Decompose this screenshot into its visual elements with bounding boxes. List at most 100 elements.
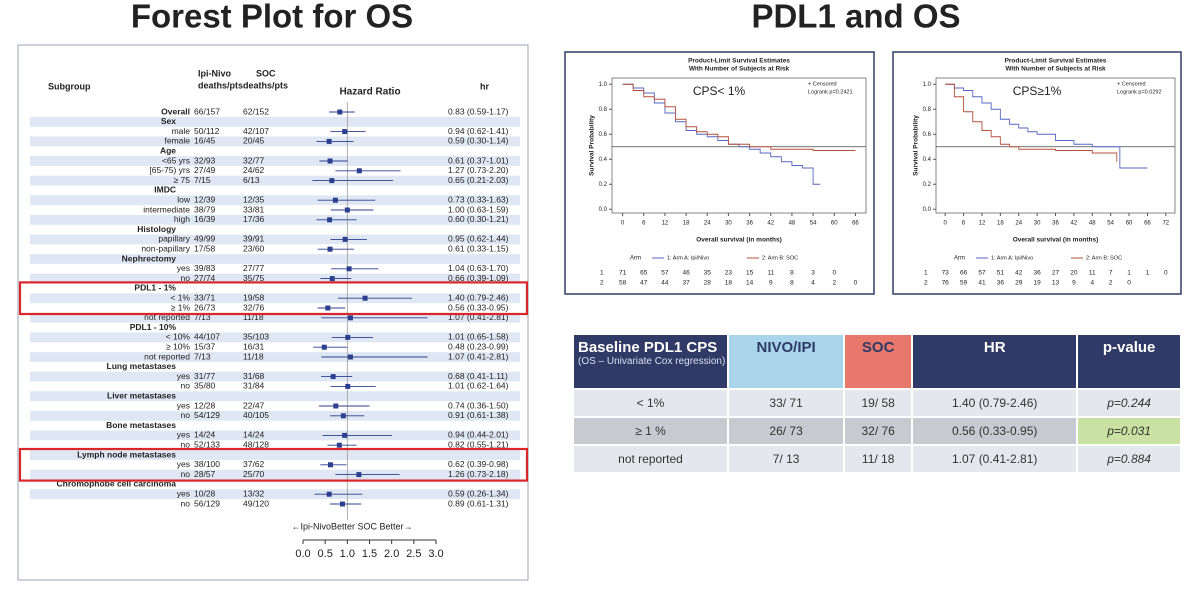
row-band [30, 116, 520, 127]
soc-count: 24/62 [243, 165, 265, 175]
x-axis-title: Overall survival (in months) [696, 237, 782, 244]
hr-label: 0.74 (0.36-1.50) [448, 400, 509, 410]
y-tick-label: 0.0 [599, 207, 608, 213]
at-risk-count: 41 [978, 280, 986, 287]
subgroup-header: Sex [161, 116, 176, 126]
hr-label: 1.40 (0.79-2.46) [448, 292, 509, 302]
hazard-ratio-point [327, 158, 333, 164]
at-risk-count: 29 [1015, 280, 1023, 287]
subgroup-label: no [181, 273, 191, 283]
soc-count: 48/128 [243, 439, 269, 449]
row-band [30, 234, 520, 245]
at-risk-count: 42 [1015, 270, 1023, 277]
header-text: Baseline PDL1 CPS [578, 339, 718, 356]
soc-count: 31/84 [243, 381, 265, 391]
subgroup-header: Bone metastases [106, 420, 176, 430]
soc-count: 12/35 [243, 194, 265, 204]
subgroup-header: PDL1 - 1% [134, 283, 176, 293]
table-cell: ≥ 1 % [574, 418, 727, 444]
km-subtitle: With Number of Subjects at Risk [689, 66, 790, 73]
hr-label: 1.00 (0.63-1.59) [448, 204, 509, 214]
at-risk-count: 18 [725, 280, 733, 287]
x-tick-label: 6 [962, 221, 966, 227]
x-tick-label: 12 [979, 221, 986, 227]
hr-label: 0.94 (0.62-1.41) [448, 126, 509, 136]
y-tick-label: 0.2 [923, 182, 932, 188]
hr-label: 0.91 (0.61-1.38) [448, 410, 509, 420]
soc-count: 20/45 [243, 136, 265, 146]
hr-label: 0.60 (0.30-1.21) [448, 214, 509, 224]
row-band [30, 273, 520, 284]
hazard-ratio-point [336, 442, 342, 448]
column-header: Ipi-Nivo [198, 68, 232, 78]
hazard-ratio-point [346, 266, 352, 272]
row-band [30, 410, 520, 421]
hazard-ratio-point [337, 109, 343, 115]
subgroup-label: Overall [161, 106, 190, 116]
km-subtitle: With Number of Subjects at Risk [1005, 66, 1106, 73]
subgroup-label: no [181, 381, 191, 391]
hr-label: 0.83 (0.59-1.17) [448, 106, 509, 116]
legend-note: + Censored [808, 81, 837, 87]
hr-label: 1.27 (0.73-2.20) [448, 165, 509, 175]
subgroup-label: low [177, 194, 191, 204]
hazard-ratio-point [344, 207, 350, 213]
soc-count: 37/62 [243, 459, 265, 469]
hazard-ratio-point [340, 413, 346, 419]
at-risk-count: 11 [767, 270, 774, 277]
soc-count: 39/91 [243, 234, 265, 244]
survival-curve [622, 83, 821, 185]
ipi-nivo-count: 7/15 [194, 175, 211, 185]
subgroup-header: IMDC [154, 185, 176, 195]
at-risk-count: 8 [790, 270, 794, 277]
ipi-nivo-count: 10/28 [194, 488, 216, 498]
hr-label: 1.07 (0.41-2.81) [448, 351, 509, 361]
ipi-nivo-count: 16/45 [194, 136, 216, 146]
column-header: Subgroup [48, 81, 91, 91]
subgroup-label: no [181, 498, 191, 508]
at-risk-count: 44 [661, 280, 669, 287]
hr-label: 0.73 (0.33-1.63) [448, 194, 509, 204]
x-tick-label: 12 [662, 221, 669, 227]
soc-count: 13/32 [243, 488, 265, 498]
x-tick-label: 36 [1052, 221, 1059, 227]
subgroup-header: Lung metastases [107, 361, 177, 371]
column-header: deaths/pts [198, 80, 243, 90]
hr-label: 1.26 (0.73-2.18) [448, 469, 509, 479]
row-band [30, 136, 520, 147]
table-cell: 11/ 18 [845, 446, 912, 472]
table-cell: 7/ 13 [729, 446, 844, 472]
survival-curve [945, 83, 1118, 162]
legend-label: 1: Arm A: Ipi/Nivo [667, 255, 709, 261]
plot-area [935, 77, 1176, 214]
x-tick-label: 72 [1162, 221, 1169, 227]
header-cell: Baseline PDL1 CPS (OS – Univariate Cox re… [574, 335, 727, 388]
slide-title: PDL1 and OS [751, 0, 960, 35]
at-risk-count: 20 [1070, 270, 1078, 277]
km-frame [892, 51, 1182, 295]
soc-count: 14/24 [243, 430, 265, 440]
ipi-nivo-count: 27/49 [194, 165, 216, 175]
highlight-box [18, 447, 529, 482]
annotation: ←Ipi-NivoBetter SOC Better→ [291, 521, 412, 531]
hazard-ratio-point [332, 197, 338, 203]
slide-title: Forest Plot for OS [131, 0, 413, 35]
column-header: SOC [256, 68, 276, 78]
soc-count: 31/68 [243, 371, 265, 381]
x-tick-label: 30 [725, 221, 732, 227]
soc-count: 49/120 [243, 498, 269, 508]
subgroup-label: intermediate [143, 204, 190, 214]
hr-label: 0.65 (0.21-2.03) [448, 175, 509, 185]
x-tick-label: 1.0 [340, 548, 355, 560]
legend-note: Logrank p=0.0292 [1117, 89, 1162, 95]
highlight-box [18, 281, 529, 316]
subgroup-label: yes [177, 430, 190, 440]
subgroup-label: ≥ 10% [166, 341, 190, 351]
hazard-ratio-point [342, 129, 348, 135]
table-cell: not reported [574, 446, 727, 472]
legend-label: 2: Arm B: SOC [1086, 255, 1122, 261]
subgroup-label: papillary [158, 234, 190, 244]
soc-count: 40/105 [243, 410, 269, 420]
